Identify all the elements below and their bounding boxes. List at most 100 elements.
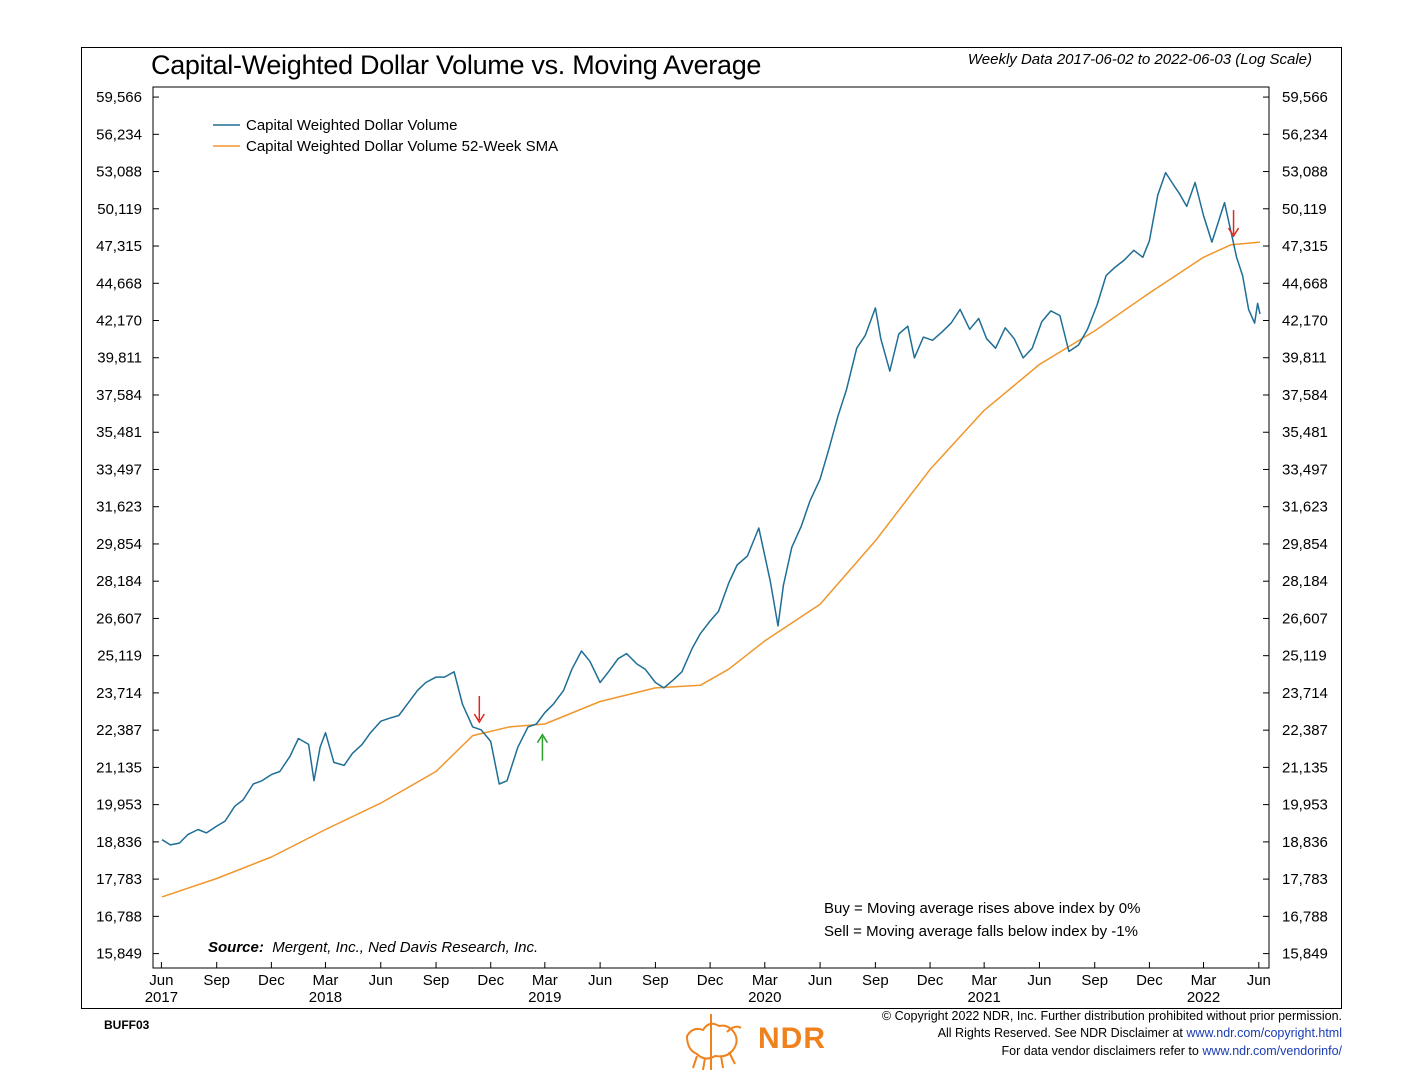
- source-label: Source:: [208, 939, 264, 956]
- vendor-text: For data vendor disclaimers refer to: [1001, 1044, 1199, 1058]
- x-year-label: 2021: [967, 989, 1000, 1006]
- x-year-label: 2022: [1187, 989, 1220, 1006]
- x-tick-label: Jun: [149, 972, 173, 989]
- y-axis-left: 15,849 16,788 17,783 18,836 19,953 21,135 22,3…: [96, 89, 159, 963]
- plot-area: [152, 86, 1270, 969]
- y-tick-label-right: 25,119: [1282, 648, 1327, 665]
- legend: Capital Weighted Dollar Volume Capital W…: [213, 117, 558, 155]
- chart-subtitle: Weekly Data 2017-06-02 to 2022-06-03 (Lo…: [967, 51, 1312, 68]
- ndr-bull-logo-icon: [685, 1014, 742, 1071]
- chart-code: BUFF03: [104, 1018, 150, 1032]
- x-year-label: 2018: [309, 989, 342, 1006]
- signal-layer: [473, 210, 1240, 761]
- x-tick-label: Sep: [642, 972, 669, 989]
- legend-label-volume: Capital Weighted Dollar Volume: [246, 117, 458, 134]
- y-tick-label-right: 23,714: [1282, 685, 1328, 702]
- y-tick-label-right: 42,170: [1282, 313, 1328, 330]
- legend-label-sma: Capital Weighted Dollar Volume 52-Week S…: [246, 138, 558, 155]
- y-tick-label-right: 44,668: [1282, 275, 1328, 292]
- x-tick-label: Mar: [313, 972, 339, 989]
- x-tick-label: Mar: [532, 972, 558, 989]
- y-tick-label-left: 44,668: [96, 275, 142, 292]
- y-tick-label-right: 22,387: [1282, 722, 1328, 739]
- disclaimer-line: All Rights Reserved. See NDR Disclaimer …: [938, 1026, 1342, 1040]
- y-tick-label-right: 39,811: [1282, 350, 1327, 367]
- y-tick-label-left: 28,184: [96, 573, 142, 590]
- y-tick-label-right: 21,135: [1282, 759, 1328, 776]
- y-tick-label-left: 25,119: [97, 648, 142, 665]
- y-tick-label-left: 17,783: [96, 871, 142, 888]
- y-tick-label-left: 39,811: [97, 350, 142, 367]
- y-tick-label-right: 53,088: [1282, 164, 1328, 181]
- y-tick-label-left: 50,119: [97, 201, 142, 218]
- arrow-head: [1227, 227, 1240, 238]
- y-tick-label-right: 35,481: [1282, 424, 1328, 441]
- y-tick-label-right: 50,119: [1282, 201, 1327, 218]
- x-year-label: 2019: [528, 989, 561, 1006]
- disclaimer-link[interactable]: www.ndr.com/copyright.html: [1186, 1026, 1342, 1040]
- y-tick-label-right: 16,788: [1282, 908, 1328, 925]
- y-tick-label-left: 15,849: [96, 946, 142, 963]
- series-line-volume: [161, 171, 1261, 846]
- y-tick-label-left: 18,836: [96, 834, 142, 851]
- y-tick-label-right: 59,566: [1282, 89, 1328, 106]
- y-tick-label-right: 47,315: [1282, 238, 1328, 255]
- x-year-label: 2017: [145, 989, 178, 1006]
- buy-rule-note: Buy = Moving average rises above index b…: [824, 900, 1141, 917]
- series-line-sma: [161, 241, 1261, 898]
- y-tick-label-left: 56,234: [96, 126, 142, 143]
- x-tick-label: Sep: [423, 972, 450, 989]
- arrow-head: [536, 733, 549, 744]
- y-tick-label-left: 22,387: [96, 722, 142, 739]
- y-tick-label-right: 31,623: [1282, 499, 1328, 516]
- y-tick-label-right: 56,234: [1282, 126, 1328, 143]
- y-tick-label-left: 42,170: [96, 313, 142, 330]
- chart-title: Capital-Weighted Dollar Volume vs. Movin…: [151, 50, 762, 80]
- y-tick-label-right: 37,584: [1282, 387, 1328, 404]
- y-tick-label-right: 19,953: [1282, 797, 1328, 814]
- y-tick-label-right: 15,849: [1282, 946, 1328, 963]
- y-tick-label-left: 33,497: [96, 461, 142, 478]
- chart-frame: [81, 47, 1342, 1009]
- x-tick-label: Mar: [1191, 972, 1217, 989]
- disclaimer-text: All Rights Reserved. See NDR Disclaimer …: [937, 1026, 1183, 1040]
- x-tick-label: Jun: [1027, 972, 1051, 989]
- y-tick-label-left: 21,135: [96, 759, 142, 776]
- vendor-line: For data vendor disclaimers refer to www…: [1002, 1044, 1342, 1058]
- x-tick-label: Jun: [588, 972, 612, 989]
- sell-rule-note: Sell = Moving average falls below index …: [824, 923, 1138, 940]
- sell-signal-arrow: [1227, 210, 1240, 238]
- series-layer: [161, 171, 1261, 898]
- copyright-notice: © Copyright 2022 NDR, Inc. Further distr…: [881, 1009, 1342, 1023]
- y-tick-label-left: 29,854: [96, 536, 142, 553]
- y-tick-label-right: 18,836: [1282, 834, 1328, 851]
- x-tick-label: Dec: [1136, 972, 1163, 989]
- y-tick-label-left: 47,315: [96, 238, 142, 255]
- y-tick-label-left: 35,481: [96, 424, 142, 441]
- y-tick-label-right: 17,783: [1282, 871, 1328, 888]
- source-text: Mergent, Inc., Ned Davis Research, Inc.: [272, 939, 539, 956]
- x-tick-label: Dec: [258, 972, 285, 989]
- y-tick-label-left: 26,607: [96, 610, 142, 627]
- y-tick-label-left: 23,714: [96, 685, 142, 702]
- sell-signal-arrow: [473, 696, 485, 724]
- buy-signal-arrow: [536, 733, 549, 761]
- y-axis-right: 15,849 16,788 17,783 18,836 19,953 21,135 22,3…: [1263, 89, 1328, 963]
- x-year-label: 2020: [748, 989, 781, 1006]
- vendor-link[interactable]: www.ndr.com/vendorinfo/: [1202, 1044, 1342, 1058]
- ndr-logo-text: NDR: [758, 1022, 826, 1055]
- x-tick-label: Mar: [971, 972, 997, 989]
- y-tick-label-left: 16,788: [96, 908, 142, 925]
- y-tick-label-right: 28,184: [1282, 573, 1328, 590]
- x-tick-label: Jun: [1247, 972, 1271, 989]
- x-tick-label: Dec: [697, 972, 724, 989]
- y-tick-label-right: 26,607: [1282, 610, 1328, 627]
- y-tick-label-right: 29,854: [1282, 536, 1328, 553]
- y-tick-label-left: 19,953: [96, 797, 142, 814]
- y-tick-label-left: 59,566: [96, 89, 142, 106]
- x-tick-label: Sep: [203, 972, 230, 989]
- y-tick-label-right: 33,497: [1282, 461, 1328, 478]
- x-tick-label: Jun: [369, 972, 393, 989]
